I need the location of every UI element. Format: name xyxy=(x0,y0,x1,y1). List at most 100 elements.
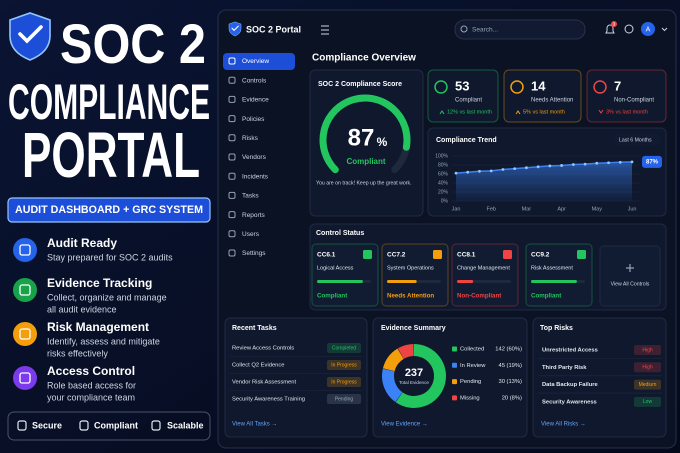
feature-icon-glyph xyxy=(19,284,31,296)
risk-pill xyxy=(634,345,661,355)
legend-swatch xyxy=(452,379,457,385)
risk-level: High xyxy=(642,347,653,353)
feature-title: Audit Ready xyxy=(47,236,117,250)
x-tick-label: Jan xyxy=(452,206,461,212)
legend-label: In Review xyxy=(460,363,486,369)
stat-icon xyxy=(434,80,448,94)
promo-title: SOC 2 xyxy=(60,12,206,75)
y-tick-label: 100% xyxy=(435,153,448,159)
bell-icon[interactable] xyxy=(605,24,615,34)
nav-item[interactable]: Risks xyxy=(242,135,259,142)
footer-item: Scalable xyxy=(167,420,204,430)
nav-icon xyxy=(228,249,236,257)
feature-desc: Identify, assess and mitigate xyxy=(47,336,160,346)
legend-value: 142 (60%) xyxy=(495,347,522,353)
control-code: CC8.1 xyxy=(457,252,476,259)
avatar[interactable] xyxy=(641,22,655,36)
card-title: Evidence Summary xyxy=(381,325,446,332)
y-tick-label: 40% xyxy=(438,180,449,186)
feature-icon xyxy=(13,278,37,302)
risk-pill xyxy=(634,362,661,373)
range-select[interactable] xyxy=(614,134,660,146)
trend-point xyxy=(536,165,540,169)
nav-icon xyxy=(228,172,236,180)
control-status: Compliant xyxy=(531,293,561,300)
view-all-tasks[interactable]: View All Tasks → xyxy=(232,422,277,428)
donut-segment xyxy=(382,348,405,372)
risk-level: High xyxy=(642,365,653,371)
feature-icon xyxy=(13,322,37,346)
score-status: Compliant xyxy=(346,157,385,166)
footer-icon xyxy=(17,420,27,431)
nav-item[interactable]: Reports xyxy=(242,212,266,219)
search-icon xyxy=(460,25,468,33)
control-indicator xyxy=(433,250,442,259)
status-pill xyxy=(327,360,361,370)
nav-item[interactable]: Incidents xyxy=(242,173,269,180)
trend-point xyxy=(618,160,622,164)
view-controls xyxy=(599,245,661,307)
feature-icon xyxy=(13,238,37,262)
nav-item[interactable]: Evidence xyxy=(242,97,269,104)
task-status: Completed xyxy=(332,345,356,351)
card-title: SOC 2 Compliance Score xyxy=(318,81,402,88)
footer-box xyxy=(7,411,211,441)
trend-point xyxy=(513,167,517,171)
risks-card xyxy=(532,317,667,438)
trend-area xyxy=(456,161,632,201)
view-evidence[interactable]: View Evidence → xyxy=(381,422,428,428)
control-card xyxy=(525,243,593,307)
nav-item[interactable]: Vendors xyxy=(242,154,267,161)
nav-item[interactable]: Settings xyxy=(242,250,266,257)
progress-bar xyxy=(317,280,363,283)
view-all-controls[interactable]: View All Controls xyxy=(611,281,650,287)
x-tick-label: May xyxy=(592,206,603,212)
trend-point xyxy=(454,171,458,175)
nav-icon xyxy=(228,230,236,238)
legend-swatch xyxy=(452,346,457,352)
score-value: 87 xyxy=(348,124,375,151)
range-label[interactable]: Last 6 Months xyxy=(619,137,652,143)
search-box[interactable] xyxy=(454,19,586,40)
progress-bar xyxy=(531,280,577,283)
nav-item[interactable]: Policies xyxy=(242,116,265,123)
stat-label: Non-Compliant xyxy=(614,98,654,104)
promo-title: PORTAL xyxy=(22,119,200,191)
control-name: System Operations xyxy=(387,265,434,271)
feature-desc: your compliance team xyxy=(47,392,135,402)
nav-icon xyxy=(228,115,236,123)
stat-value: 14 xyxy=(531,78,546,93)
nav-icon xyxy=(228,95,236,103)
status-pill xyxy=(327,394,361,404)
donut-total: 237 xyxy=(405,367,423,379)
plus-icon xyxy=(626,264,634,272)
risk-name: Security Awareness xyxy=(542,399,597,405)
task-name: Vendor Risk Assessment xyxy=(232,380,297,386)
nav-item[interactable]: Tasks xyxy=(242,193,259,200)
control-status: Compliant xyxy=(317,293,347,300)
trend-point xyxy=(489,169,493,173)
stat-value: 7 xyxy=(614,78,621,93)
nav-item[interactable]: Users xyxy=(242,231,260,238)
nav-icon xyxy=(228,153,236,161)
control-indicator xyxy=(503,250,512,259)
legend-swatch xyxy=(452,395,457,401)
evidence-card xyxy=(372,317,528,438)
stat-delta: 3% vs last month xyxy=(606,109,648,115)
brand: SOC 2 Portal xyxy=(246,24,301,34)
help-icon[interactable] xyxy=(624,24,634,34)
nav-icon xyxy=(228,76,236,84)
badge xyxy=(7,197,211,223)
legend-swatch xyxy=(452,362,457,368)
status-pill xyxy=(327,377,361,387)
risk-name: Third Party Risk xyxy=(542,365,587,371)
stat-icon xyxy=(510,80,524,94)
trend-point xyxy=(525,166,528,170)
nav-item[interactable]: Overview xyxy=(242,58,269,65)
view-all-risks[interactable]: View All Risks → xyxy=(541,422,586,428)
status-pill xyxy=(327,343,361,353)
control-code: CC6.1 xyxy=(317,252,336,259)
nav-item[interactable]: Controls xyxy=(242,77,267,84)
